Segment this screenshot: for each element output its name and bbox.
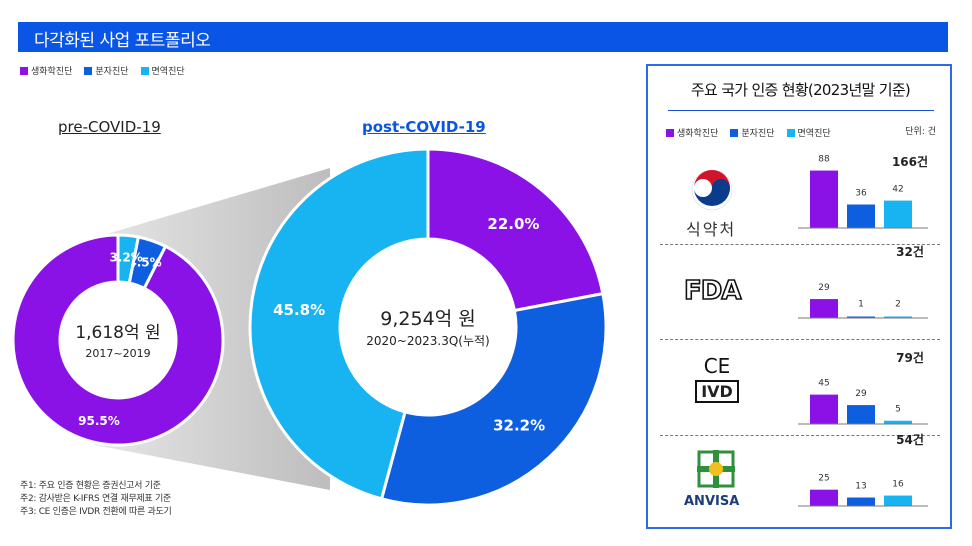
legend-swatch-purple: [20, 66, 28, 75]
page-title: 다각화된 사업 포트폴리오: [34, 31, 211, 51]
donut-center-sub: 2020~2023.3Q(누적): [366, 334, 489, 348]
donut-slice: [11, 233, 225, 447]
cert-total-label: 54건: [896, 432, 924, 447]
cert-bar: [810, 170, 838, 228]
legend-label: 면역진단: [797, 129, 831, 139]
cert-bar: [884, 316, 912, 318]
anvisa-logo: ANVISA: [684, 450, 756, 516]
certification-bar-chart: 88 36 42 166건 29 1 2 32건 45 29 5 79건 25 13 16 54건: [798, 154, 928, 507]
cert-bar: [847, 497, 875, 506]
legend-swatch-blue: [84, 66, 93, 75]
cert-bar: [847, 405, 875, 424]
cert-bar-value: 36: [855, 189, 867, 199]
legend-item-molecular: 분자진단: [84, 64, 129, 77]
ce-ivd-logo: CE IVD: [694, 354, 744, 414]
certification-panel: 주요 국가 인증 현황(2023년말 기준) 생화학진단 분자진단 면역진단 단…: [646, 64, 952, 529]
footnotes: 주1: 주요 인증 현황은 증권신고서 기준 주2: 감사받은 K-IFRS 연…: [20, 480, 172, 519]
row-divider: [660, 339, 940, 340]
cert-total-label: 79건: [896, 350, 924, 365]
legend-label: 생화학진단: [677, 129, 719, 139]
legend-item-molecular: 분자진단: [730, 126, 775, 139]
donut-center-value: 1,618억 원: [75, 323, 160, 343]
slice-percent-label: 45.8%: [273, 301, 325, 319]
title-bar: 다각화된 사업 포트폴리오: [18, 22, 948, 52]
cert-bar: [884, 200, 912, 228]
cert-bar-value: 16: [892, 480, 904, 490]
cert-bar-value: 5: [895, 405, 901, 415]
legend-item-immuno: 면역진단: [786, 126, 831, 139]
donut-slice: [379, 291, 608, 507]
cert-total-label: 32건: [896, 244, 924, 259]
cert-total-label: 166건: [892, 154, 928, 169]
fda-logo: FDA: [683, 275, 764, 310]
legend-item-biochem: 생화학진단: [666, 126, 718, 139]
footnote: 주3: CE 인증은 IVDR 전환에 따른 과도기: [20, 507, 172, 517]
panel-legend: 생화학진단 분자진단 면역진단: [666, 126, 839, 139]
footnote: 주1: 주요 인증 현황은 증권신고서 기준: [20, 481, 161, 491]
cert-bar-value: 42: [892, 185, 903, 195]
cert-bar-value: 1: [858, 300, 864, 310]
legend-swatch-purple: [666, 128, 674, 137]
slice-percent-label: 3.2%: [110, 250, 143, 264]
cert-bar-value: 88: [818, 155, 830, 165]
donut-center-sub: 2017~2019: [85, 347, 150, 360]
ivd-label: IVD: [695, 380, 739, 403]
donut-slice: [116, 233, 141, 285]
cert-bar-value: 45: [818, 379, 829, 389]
cert-bar-value: 25: [818, 474, 829, 484]
post-covid-title: post-COVID-19: [362, 118, 486, 136]
legend-label: 면역진단: [151, 67, 185, 77]
cert-bar-value: 29: [855, 389, 867, 399]
cert-bar: [847, 204, 875, 228]
mfds-label: 식약처: [686, 220, 737, 239]
slice-percent-label: 4.5%: [128, 256, 161, 270]
legend-swatch-sky: [140, 66, 149, 75]
mfds-taegeuk-icon: [691, 169, 733, 211]
donut-hole: [61, 283, 175, 397]
slice-percent-label: 95.5%: [78, 414, 120, 428]
ce-label: CE: [703, 354, 731, 378]
legend-item-biochem: 생화학진단: [20, 64, 72, 77]
cert-bar: [884, 495, 912, 506]
anvisa-emblem-icon: [697, 450, 735, 488]
row-divider: [660, 435, 940, 436]
cert-bar-value: 29: [818, 283, 830, 293]
slice-percent-label: 22.0%: [487, 215, 539, 233]
legend-swatch-sky: [786, 128, 795, 137]
donut-slice: [248, 147, 430, 501]
pre-covid-title: pre-COVID-19: [58, 118, 161, 136]
legend-label: 분자진단: [741, 129, 775, 139]
fda-label: FDA: [683, 275, 742, 307]
donut-slice: [426, 147, 605, 313]
post-covid-donut: 22.0% 32.2% 45.8% 9,254억 원 2020~2023.3Q(누적): [248, 147, 608, 507]
top-legend: 생화학진단 분자진단 면역진단: [20, 64, 193, 77]
legend-item-immuno: 면역진단: [140, 64, 185, 77]
footnote: 주2: 감사받은 K-IFRS 연결 재무제표 기준: [20, 494, 171, 504]
cert-bar: [884, 420, 912, 424]
pre-covid-donut: 95.5% 4.5%3.2% 1,618억 원 2017~2019: [11, 233, 225, 447]
legend-swatch-blue: [730, 128, 739, 137]
donut-hole: [341, 240, 515, 414]
cert-bar: [810, 394, 838, 424]
unit-label: 단위: 건: [905, 127, 936, 137]
cert-bar-value: 13: [855, 482, 866, 492]
legend-label: 분자진단: [95, 67, 129, 77]
panel-title: 주요 국가 인증 현황(2023년말 기준): [690, 81, 911, 99]
donut-center-value: 9,254억 원: [380, 308, 475, 330]
panel-title-underline: [668, 110, 934, 111]
cert-bar-value: 2: [895, 300, 901, 310]
anvisa-label: ANVISA: [684, 494, 740, 509]
cert-bar: [810, 299, 838, 318]
legend-label: 생화학진단: [31, 67, 73, 77]
slice-percent-label: 32.2%: [493, 416, 545, 434]
cert-bar: [810, 489, 838, 506]
row-divider: [660, 244, 940, 245]
mfds-logo: 식약처: [684, 166, 744, 239]
cert-bar: [847, 316, 875, 318]
